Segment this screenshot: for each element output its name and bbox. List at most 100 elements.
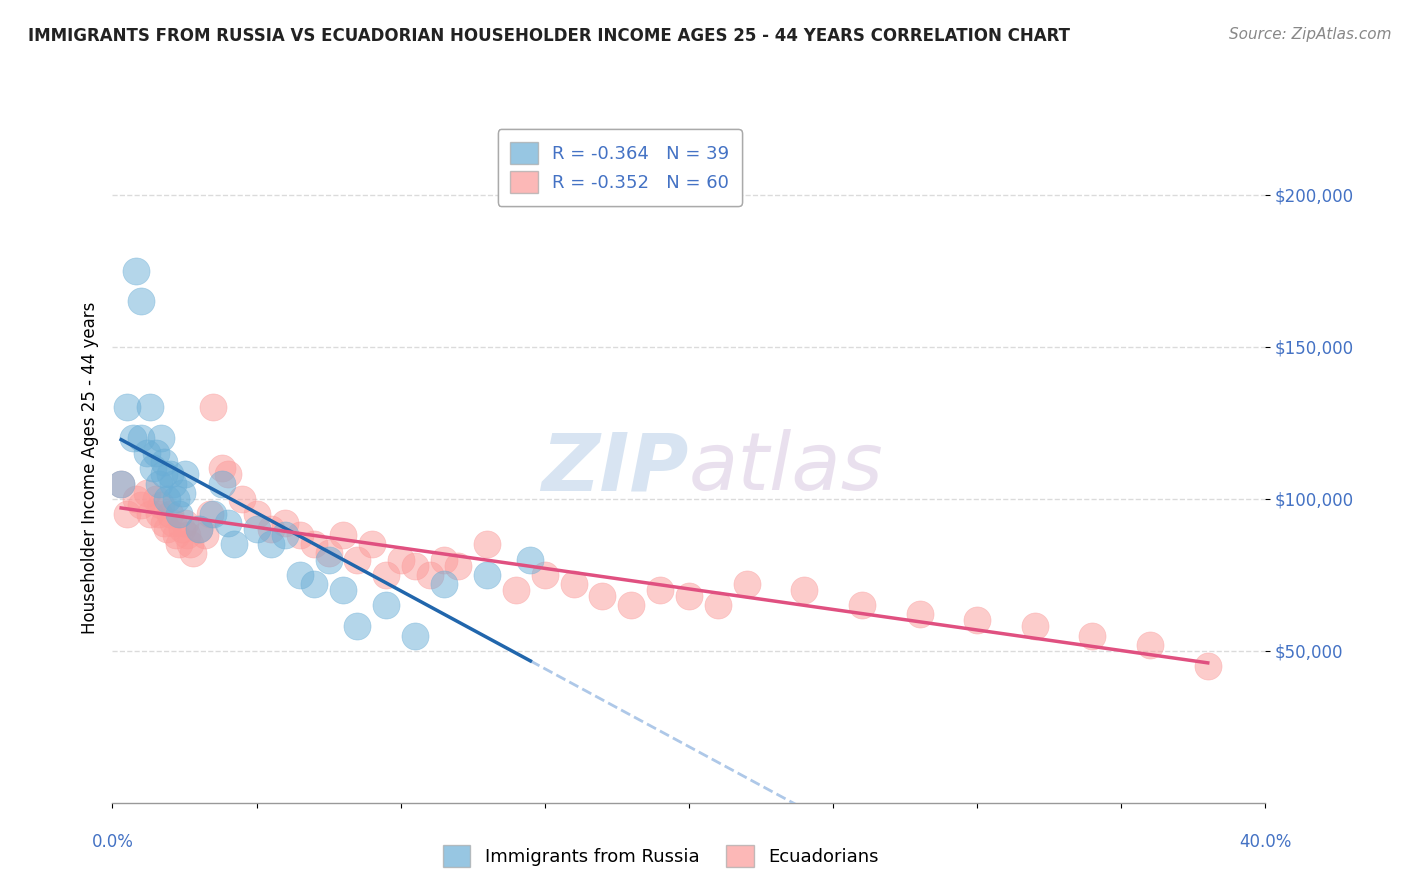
Point <box>346 619 368 633</box>
Point <box>110 476 132 491</box>
Point <box>533 567 555 582</box>
Point <box>136 446 159 460</box>
Point <box>908 607 931 622</box>
Point <box>173 516 195 530</box>
Point <box>136 485 159 500</box>
Point <box>519 552 541 566</box>
Point <box>170 522 193 536</box>
Text: Source: ZipAtlas.com: Source: ZipAtlas.com <box>1229 27 1392 42</box>
Point <box>274 528 297 542</box>
Point <box>735 577 758 591</box>
Point <box>217 516 239 530</box>
Legend: R = -0.364   N = 39, R = -0.352   N = 60: R = -0.364 N = 39, R = -0.352 N = 60 <box>498 129 742 206</box>
Point <box>139 507 162 521</box>
Point <box>332 528 354 542</box>
Point <box>433 577 456 591</box>
Point <box>475 567 498 582</box>
Point <box>1139 638 1161 652</box>
Point <box>260 522 283 536</box>
Point <box>115 507 138 521</box>
Point <box>150 431 173 445</box>
Point <box>288 567 311 582</box>
Legend: Immigrants from Russia, Ecuadorians: Immigrants from Russia, Ecuadorians <box>436 838 886 874</box>
Point <box>211 476 233 491</box>
Point <box>851 598 873 612</box>
Point <box>966 613 988 627</box>
Point <box>129 431 153 445</box>
Text: ZIP: ZIP <box>541 429 689 508</box>
Point <box>505 582 527 597</box>
Text: atlas: atlas <box>689 429 884 508</box>
Point <box>260 537 283 551</box>
Point <box>159 507 181 521</box>
Point <box>419 567 441 582</box>
Point <box>620 598 643 612</box>
Point <box>142 461 165 475</box>
Point <box>274 516 297 530</box>
Point <box>148 507 170 521</box>
Point <box>304 537 326 551</box>
Point <box>375 598 398 612</box>
Point <box>475 537 498 551</box>
Point <box>148 476 170 491</box>
Point <box>162 516 184 530</box>
Point <box>318 546 340 560</box>
Point <box>153 455 176 469</box>
Text: 40.0%: 40.0% <box>1239 833 1292 851</box>
Point <box>447 558 470 573</box>
Point <box>1197 659 1219 673</box>
Point <box>179 537 201 551</box>
Point <box>181 546 204 560</box>
Point <box>360 537 382 551</box>
Point <box>217 467 239 482</box>
Text: 0.0%: 0.0% <box>91 833 134 851</box>
Point <box>173 467 195 482</box>
Point <box>592 589 614 603</box>
Point <box>1024 619 1046 633</box>
Point <box>110 476 132 491</box>
Point <box>153 516 176 530</box>
Point <box>389 552 412 566</box>
Point <box>165 491 187 506</box>
Point <box>706 598 728 612</box>
Point <box>115 401 138 415</box>
Point <box>194 528 217 542</box>
Point <box>648 582 672 597</box>
Point <box>153 467 176 482</box>
Point <box>433 552 456 566</box>
Point <box>139 401 162 415</box>
Point <box>150 498 173 512</box>
Point <box>176 528 198 542</box>
Point <box>404 558 426 573</box>
Point <box>121 431 143 445</box>
Point <box>202 401 225 415</box>
Point <box>167 537 190 551</box>
Point <box>1081 628 1104 642</box>
Point <box>346 552 368 566</box>
Point <box>375 567 398 582</box>
Point <box>188 522 211 536</box>
Y-axis label: Householder Income Ages 25 - 44 years: Householder Income Ages 25 - 44 years <box>80 302 98 634</box>
Point <box>211 461 233 475</box>
Point <box>288 528 311 542</box>
Point <box>145 446 167 460</box>
Point <box>332 582 354 597</box>
Point <box>145 491 167 506</box>
Point <box>318 552 340 566</box>
Point <box>678 589 700 603</box>
Point <box>124 263 146 277</box>
Point <box>170 485 193 500</box>
Point <box>562 577 585 591</box>
Point <box>404 628 426 642</box>
Point <box>202 507 225 521</box>
Point <box>156 491 179 506</box>
Point <box>188 522 211 536</box>
Point <box>245 522 267 536</box>
Point <box>162 476 184 491</box>
Point <box>167 507 190 521</box>
Point <box>245 507 267 521</box>
Point <box>200 507 222 521</box>
Point <box>231 491 253 506</box>
Point <box>793 582 815 597</box>
Point <box>129 294 153 309</box>
